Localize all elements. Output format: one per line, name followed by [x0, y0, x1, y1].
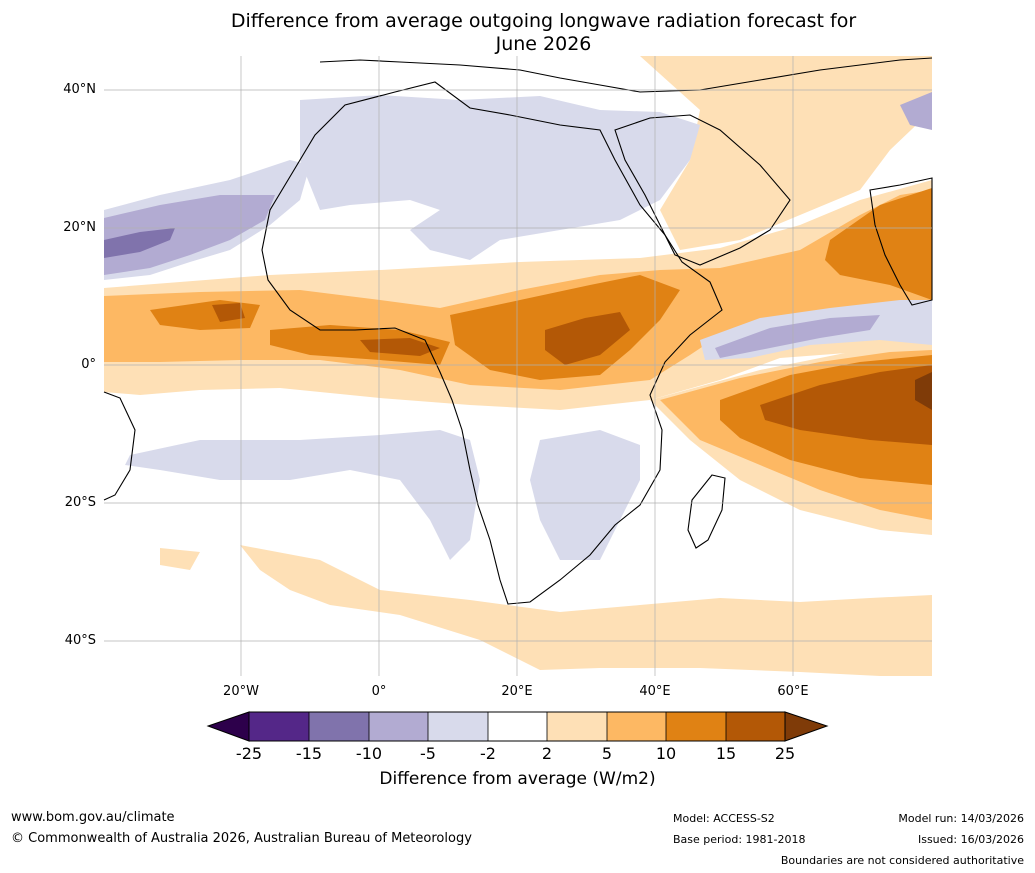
- title-line-1: Difference from average outgoing longwav…: [230, 10, 857, 32]
- colorbar-bin-9: [726, 712, 785, 741]
- footer-model: Model: ACCESS-S2: [673, 812, 775, 825]
- anomaly-contour-indian-ocean-purple: [715, 315, 880, 358]
- anomaly-contour-east-asia-purple: [900, 92, 932, 130]
- lat-tick-20n: 20°N: [63, 220, 96, 235]
- colorbar-label: 2: [541, 744, 553, 763]
- colorbar-label: 15: [715, 744, 737, 763]
- colorbar-label: 5: [601, 744, 613, 763]
- anomaly-contour-atlantic-mid-purple: [104, 228, 175, 258]
- colorbar-bin-7: [607, 712, 666, 741]
- colorbar-label: -25: [235, 744, 263, 763]
- colorbar-bin-6: [547, 712, 607, 741]
- anomaly-contour-sio-darkest: [915, 372, 932, 410]
- colorbar-label: -5: [420, 744, 436, 763]
- colorbar-outline: [248, 711, 786, 742]
- lon-tick-20w: 20°W: [223, 684, 259, 699]
- anomaly-contour-guinea-brown: [360, 338, 440, 356]
- footer-disclaimer: Boundaries are not considered authoritat…: [780, 854, 1024, 867]
- colorbar-label: 25: [774, 744, 796, 763]
- madagascar-coastline: [687, 474, 726, 549]
- lat-tick-40n: 40°N: [63, 82, 96, 97]
- colorbar-label: 10: [655, 744, 677, 763]
- anomaly-contour-southern-light-orange: [160, 545, 932, 676]
- lon-tick-20e: 20°E: [501, 684, 533, 699]
- footer-model-run: Model run: 14/03/2026: [898, 812, 1024, 825]
- south-america-coastline: [103, 391, 136, 501]
- footer-website[interactable]: www.bom.gov.au/climate: [11, 810, 175, 825]
- graticule: [104, 56, 932, 676]
- colorbar: [206, 711, 829, 742]
- lon-tick-0: 0°: [371, 684, 387, 699]
- anomaly-contour-southern-light-purple: [125, 430, 480, 560]
- colorbar-label: -10: [355, 744, 383, 763]
- colorbar-bin-4: [428, 712, 488, 741]
- colorbar-label: -2: [480, 744, 496, 763]
- colorbar-extend-high: [784, 711, 829, 742]
- anomaly-contour-ne-light-orange: [640, 56, 932, 250]
- colorbar-bin-5: [488, 712, 547, 741]
- colorbar-bin-3: [369, 712, 428, 741]
- africa-coastline: [261, 81, 723, 605]
- lat-tick-eq: 0°: [81, 357, 96, 372]
- title-line-2: June 2026: [495, 33, 592, 55]
- anomaly-contour-central-africa-brown: [545, 312, 630, 365]
- footer-base-period: Base period: 1981-2018: [673, 833, 806, 846]
- colorbar-bin-2: [309, 712, 369, 741]
- coastlines: [103, 57, 933, 605]
- map-plot-area: [104, 56, 932, 676]
- colorbar-title: Difference from average (W/m2): [379, 769, 656, 789]
- footer-issued: Issued: 16/03/2026: [917, 833, 1024, 846]
- lon-tick-40e: 40°E: [639, 684, 671, 699]
- colorbar-bin-1: [249, 712, 309, 741]
- india-coastline: [869, 177, 933, 306]
- footer-copyright: © Commonwealth of Australia 2026, Austra…: [11, 831, 472, 846]
- anomaly-contour-atlantic-purple: [104, 195, 275, 275]
- colorbar-label: -15: [295, 744, 323, 763]
- colorbar-extend-low: [206, 711, 250, 742]
- anomaly-contour-sahara-light-purple: [300, 95, 700, 260]
- lon-tick-60e: 60°E: [777, 684, 809, 699]
- anomaly-contour-guinea-dark-orange: [270, 325, 450, 365]
- colorbar-dividers: [308, 712, 727, 741]
- lat-tick-20s: 20°S: [64, 495, 96, 510]
- anomaly-contour-west-africa-brown: [212, 303, 245, 322]
- europe-coastline: [319, 57, 933, 93]
- anomaly-contour-sio-brown: [760, 365, 932, 445]
- map-title: Difference from average outgoing longwav…: [0, 10, 1035, 56]
- arabia-coastline: [614, 114, 791, 266]
- lat-tick-40s: 40°S: [64, 633, 96, 648]
- colorbar-bin-8: [666, 712, 726, 741]
- anomaly-contour-india-dark-orange: [825, 188, 932, 300]
